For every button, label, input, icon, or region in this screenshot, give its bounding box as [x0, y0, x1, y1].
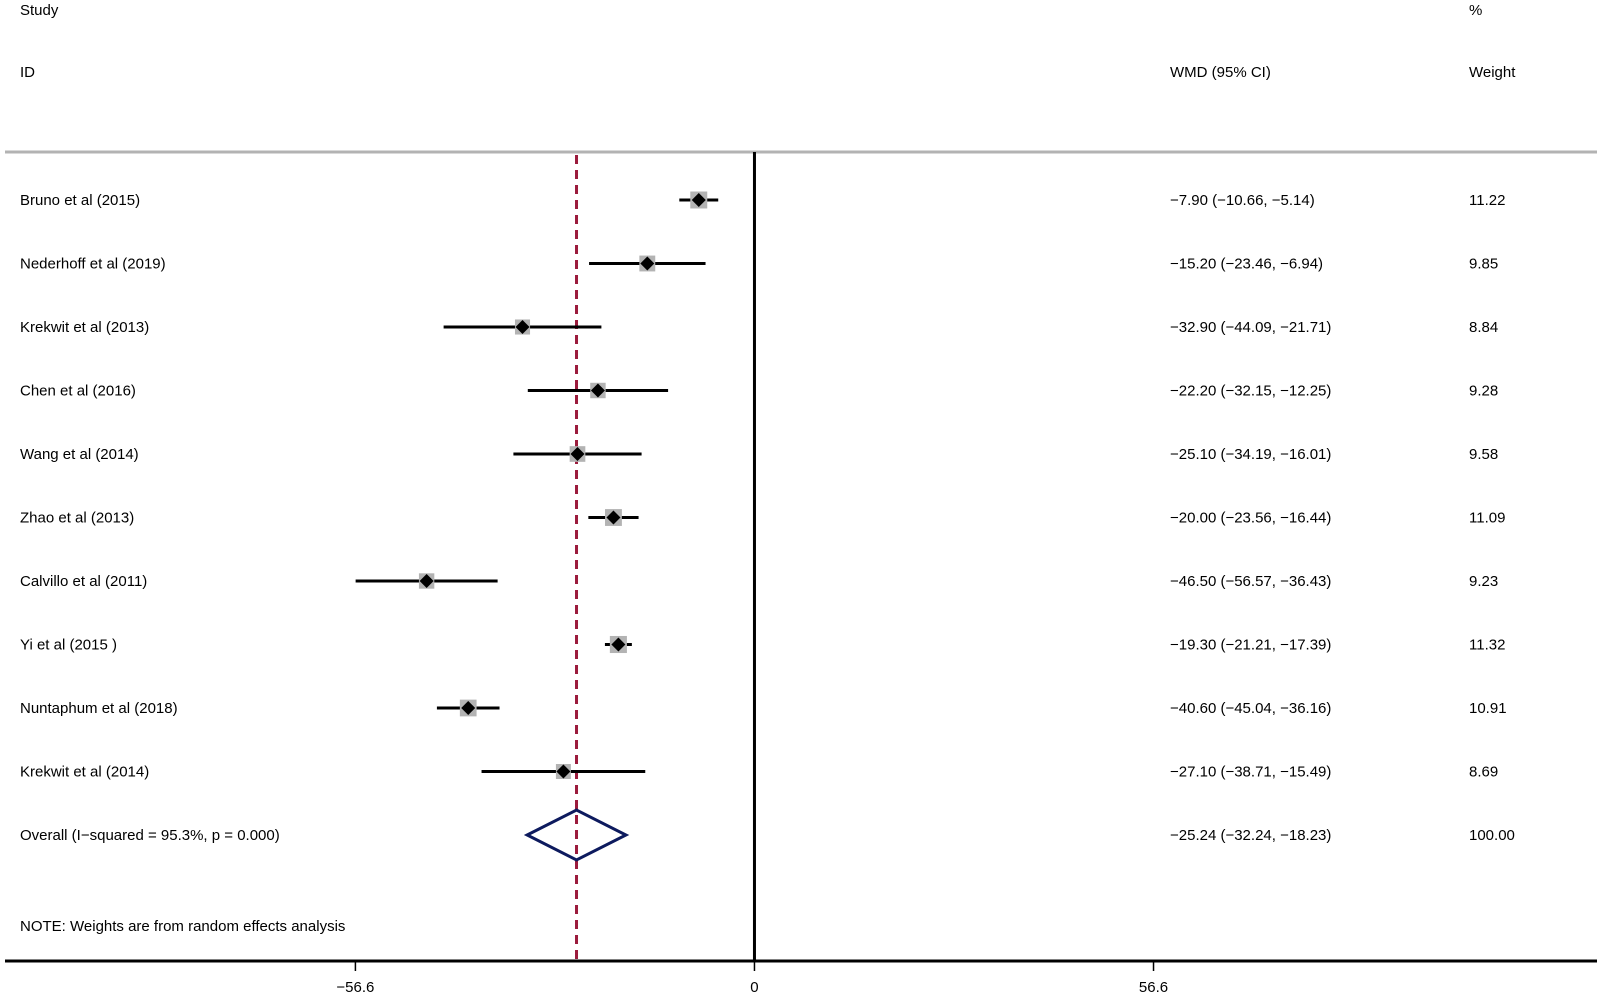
study-point-estimate: [691, 193, 706, 207]
study-point-estimate: [419, 574, 434, 588]
study-ci-text: −27.10 (−38.71, −15.49): [1170, 764, 1331, 781]
study-point-estimate: [570, 447, 585, 461]
study-ci-text: −7.90 (−10.66, −5.14): [1170, 192, 1315, 209]
study-weight-text: 11.22: [1469, 192, 1505, 209]
study-label: Yi et al (2015 ): [20, 637, 117, 654]
study-label: Wang et al (2014): [20, 446, 139, 463]
overall-diamond: [523, 808, 630, 862]
study-point-estimate: [556, 764, 571, 779]
study-weight-text: 11.32: [1469, 637, 1505, 654]
study-ci-text: −25.10 (−34.19, −16.01): [1170, 446, 1331, 463]
x-tick-label: −56.6: [336, 979, 374, 996]
study-weight-text: 9.23: [1469, 573, 1498, 590]
study-weight-text: 8.69: [1469, 764, 1498, 781]
study-point-estimate: [461, 701, 476, 715]
study-ci-text: −32.90 (−44.09, −21.71): [1170, 319, 1331, 336]
header-weight-label: Weight: [1469, 64, 1516, 81]
header-effect-label: WMD (95% CI): [1170, 64, 1271, 81]
x-tick-label: 56.6: [1139, 979, 1168, 996]
overall-row: Overall (I−squared = 95.3%, p = 0.000) −2…: [20, 808, 1515, 862]
study-weight-text: 9.85: [1469, 256, 1498, 273]
study-ci-text: −19.30 (−21.21, −17.39): [1170, 637, 1331, 654]
header-id-label: ID: [20, 64, 35, 81]
study-label: Bruno et al (2015): [20, 192, 140, 209]
study-label: Calvillo et al (2011): [20, 573, 147, 590]
header-percent-label: %: [1469, 2, 1482, 19]
x-tick-label: 0: [750, 979, 758, 996]
study-weight-text: 9.58: [1469, 446, 1498, 463]
study-label: Krekwit et al (2013): [20, 319, 149, 336]
study-point-estimate: [606, 510, 621, 525]
study-point-estimate: [590, 383, 605, 398]
study-ci-text: −22.20 (−32.15, −12.25): [1170, 383, 1331, 400]
overall-weight-text: 100.00: [1469, 827, 1515, 844]
study-point-estimate: [515, 320, 530, 334]
reference-lines: [575, 152, 756, 961]
study-row: Nederhoff et al (2019) −15.20 (−23.46, −6…: [20, 256, 1498, 273]
study-row: Wang et al (2014) −25.10 (−34.19, −16.01)…: [20, 446, 1498, 463]
study-label: Nederhoff et al (2019): [20, 256, 166, 273]
study-row: Krekwit et al (2014) −27.10 (−38.71, −15.…: [20, 764, 1498, 781]
study-row: Yi et al (2015 ) −19.30 (−21.21, −17.39) 1…: [20, 635, 1505, 654]
study-weight-text: 9.28: [1469, 383, 1498, 400]
study-label: Nuntaphum et al (2018): [20, 700, 178, 717]
study-row: Nuntaphum et al (2018) −40.60 (−45.04, −3…: [20, 699, 1507, 717]
study-ci-text: −40.60 (−45.04, −36.16): [1170, 700, 1331, 717]
study-row: Calvillo et al (2011) −46.50 (−56.57, −36…: [20, 573, 1498, 590]
study-weight-text: 10.91: [1469, 700, 1507, 717]
study-ci-text: −20.00 (−23.56, −16.44): [1170, 510, 1331, 527]
study-row: Krekwit et al (2013) −32.90 (−44.09, −21.…: [20, 319, 1498, 336]
study-label: Krekwit et al (2014): [20, 764, 149, 781]
study-point-estimate: [640, 256, 655, 271]
study-label: Chen et al (2016): [20, 383, 136, 400]
study-rows: Bruno et al (2015) −7.90 (−10.66, −5.14) 1…: [20, 191, 1507, 781]
study-point-estimate: [611, 637, 626, 652]
x-axis: −56.6 0 56.6: [5, 959, 1597, 996]
study-row: Bruno et al (2015) −7.90 (−10.66, −5.14) 1…: [20, 191, 1505, 209]
study-row: Chen et al (2016) −22.20 (−32.15, −12.25)…: [20, 383, 1498, 400]
overall-ci-text: −25.24 (−32.24, −18.23): [1170, 827, 1331, 844]
overall-label: Overall (I−squared = 95.3%, p = 0.000): [20, 827, 280, 844]
study-label: Zhao et al (2013): [20, 510, 134, 527]
study-row: Zhao et al (2013) −20.00 (−23.56, −16.44)…: [20, 509, 1505, 527]
study-ci-text: −46.50 (−56.57, −36.43): [1170, 573, 1331, 590]
study-ci-text: −15.20 (−23.46, −6.94): [1170, 256, 1323, 273]
study-weight-text: 11.09: [1469, 510, 1505, 527]
study-weight-text: 8.84: [1469, 319, 1498, 336]
weights-note: NOTE: Weights are from random effects an…: [20, 918, 345, 935]
header-study-label: Study: [20, 2, 59, 19]
